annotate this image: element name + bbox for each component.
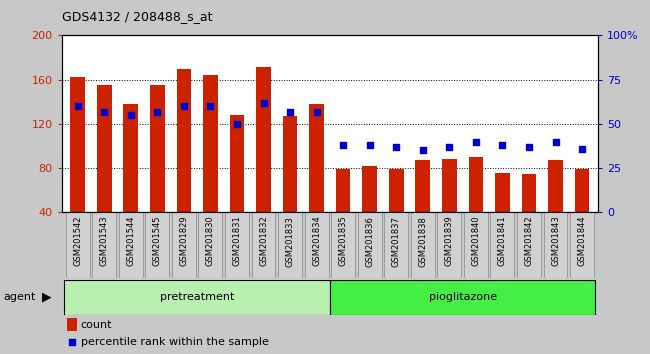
Bar [437, 212, 462, 278]
Bar [415, 160, 430, 212]
Text: GSM201840: GSM201840 [471, 216, 480, 266]
Point [338, 142, 348, 148]
Text: percentile rank within the sample: percentile rank within the sample [81, 337, 268, 347]
Bar [548, 160, 563, 212]
Text: agent: agent [3, 292, 36, 302]
Point [73, 103, 83, 109]
Text: GSM201835: GSM201835 [339, 216, 348, 267]
Bar [305, 212, 328, 278]
Bar [411, 212, 435, 278]
Text: GSM201834: GSM201834 [312, 216, 321, 267]
Bar [332, 212, 355, 278]
Bar [64, 280, 330, 315]
Bar [469, 157, 483, 212]
Point [417, 250, 428, 255]
Text: ▶: ▶ [42, 291, 52, 304]
Point [152, 109, 162, 114]
Bar [278, 212, 302, 278]
Bar [225, 212, 249, 278]
Bar [283, 116, 297, 212]
Bar [389, 169, 404, 212]
Bar [543, 212, 567, 278]
Text: GSM201544: GSM201544 [126, 216, 135, 266]
Bar [124, 104, 138, 212]
Bar [172, 212, 196, 278]
Bar [198, 212, 222, 278]
Bar [177, 69, 191, 212]
Bar [442, 159, 457, 212]
Bar [97, 85, 112, 212]
Bar [464, 212, 488, 278]
Bar [491, 212, 514, 278]
Bar [67, 318, 77, 331]
Text: GSM201832: GSM201832 [259, 216, 268, 267]
Bar [517, 212, 541, 278]
Point [179, 103, 189, 109]
Text: GSM201838: GSM201838 [419, 216, 427, 267]
Text: GSM201837: GSM201837 [392, 216, 401, 267]
Bar [336, 169, 350, 212]
Point [471, 139, 481, 144]
Bar [256, 68, 271, 212]
Bar [252, 212, 276, 278]
Bar [495, 172, 510, 212]
Text: count: count [81, 320, 112, 330]
Point [258, 100, 268, 105]
Text: GSM201829: GSM201829 [179, 216, 188, 266]
Bar [384, 212, 408, 278]
Text: GSM201543: GSM201543 [99, 216, 109, 266]
Bar [570, 212, 594, 278]
Bar [92, 212, 116, 278]
Bar [575, 169, 590, 212]
Bar [150, 85, 164, 212]
Point [497, 142, 508, 148]
Text: GSM201841: GSM201841 [498, 216, 507, 266]
Text: GSM201842: GSM201842 [525, 216, 534, 266]
Text: pretreatment: pretreatment [160, 292, 235, 302]
Bar [203, 75, 218, 212]
Point [125, 112, 136, 118]
Text: GSM201836: GSM201836 [365, 216, 374, 267]
Text: GSM201839: GSM201839 [445, 216, 454, 267]
Point [285, 109, 295, 114]
Bar [363, 166, 377, 212]
Point [391, 144, 402, 150]
Text: GSM201844: GSM201844 [578, 216, 586, 266]
Point [444, 144, 454, 150]
Bar [309, 104, 324, 212]
Bar [119, 212, 143, 278]
Point [311, 109, 322, 114]
Bar [66, 212, 90, 278]
Point [524, 144, 534, 150]
Bar [146, 212, 169, 278]
Text: GDS4132 / 208488_s_at: GDS4132 / 208488_s_at [62, 10, 213, 23]
Point [232, 121, 242, 127]
Point [99, 109, 109, 114]
Text: GSM201833: GSM201833 [285, 216, 294, 267]
Text: GSM201830: GSM201830 [206, 216, 215, 267]
Point [205, 103, 216, 109]
Bar [330, 280, 595, 315]
Text: GSM201843: GSM201843 [551, 216, 560, 267]
Point [417, 148, 428, 153]
Text: GSM201545: GSM201545 [153, 216, 162, 266]
Text: GSM201831: GSM201831 [233, 216, 241, 267]
Point [551, 139, 561, 144]
Bar [70, 78, 85, 212]
Point [577, 146, 587, 152]
Point [365, 142, 375, 148]
Bar [522, 174, 536, 212]
Bar [358, 212, 382, 278]
Bar [229, 115, 244, 212]
Text: GSM201542: GSM201542 [73, 216, 82, 266]
Text: pioglitazone: pioglitazone [428, 292, 497, 302]
